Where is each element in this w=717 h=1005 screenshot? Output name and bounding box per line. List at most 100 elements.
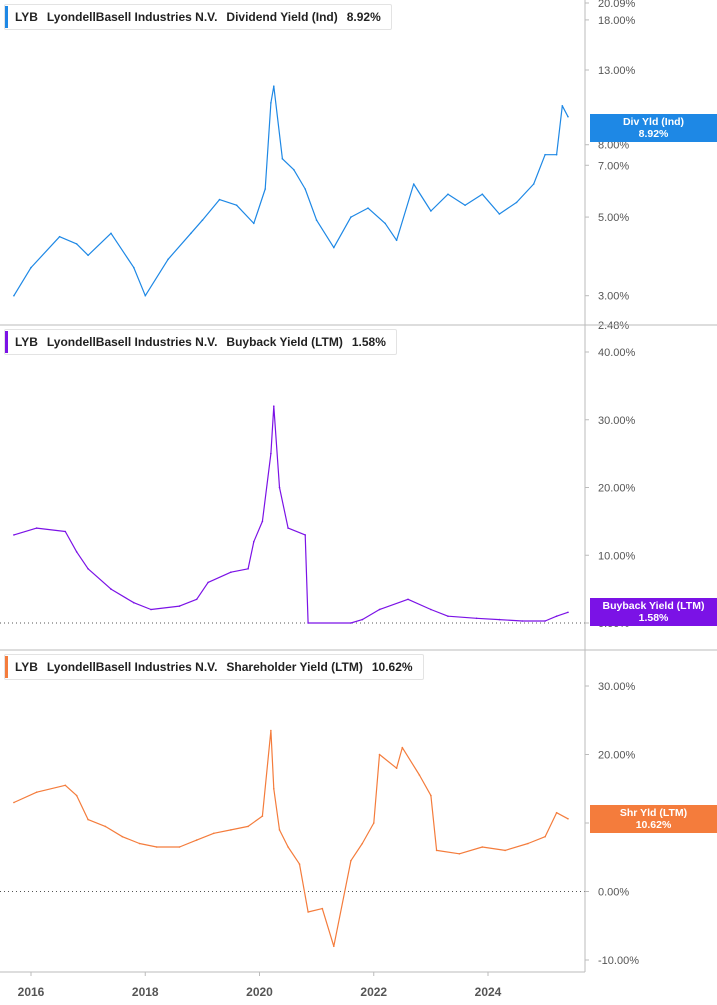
y-tick-label: 7.00% xyxy=(598,160,629,172)
data-point xyxy=(401,746,404,749)
data-point xyxy=(270,452,272,455)
data-point xyxy=(270,102,272,104)
data-point xyxy=(213,832,215,835)
legend-swatch-shareholder-yield xyxy=(5,656,8,678)
data-point xyxy=(281,158,284,160)
data-point xyxy=(278,486,281,489)
data-point xyxy=(373,822,375,824)
data-point xyxy=(167,258,169,261)
data-point xyxy=(498,213,501,215)
data-point xyxy=(464,204,466,206)
y-tick-label: 40.00% xyxy=(598,347,636,359)
data-point xyxy=(515,201,518,204)
data-point xyxy=(544,835,546,838)
data-point xyxy=(384,222,387,225)
data-point xyxy=(307,911,309,913)
data-point xyxy=(498,618,501,621)
data-point xyxy=(270,729,272,732)
data-point xyxy=(567,611,569,614)
data-point xyxy=(304,534,307,536)
data-point xyxy=(521,620,524,622)
data-point xyxy=(133,266,135,269)
tag-label: Div Yld (Ind) xyxy=(622,115,685,128)
tag-value: 8.92% xyxy=(638,127,669,140)
x-tick-label: 2018 xyxy=(132,985,159,999)
data-point xyxy=(144,294,147,297)
data-point xyxy=(378,608,381,611)
data-point xyxy=(361,618,364,621)
last-value-tag-shareholder-yield: Shr Yld (LTM) 10.62% xyxy=(590,804,717,833)
data-point xyxy=(278,829,281,831)
x-tick-label: 2022 xyxy=(360,985,387,999)
data-point xyxy=(13,801,15,804)
data-point xyxy=(350,859,352,862)
y-tick-label: 20.09% xyxy=(598,0,636,10)
data-point xyxy=(110,588,112,590)
data-point xyxy=(218,198,221,201)
data-point xyxy=(321,907,324,910)
data-point xyxy=(430,608,432,611)
legend-company: LyondellBasell Industries N.V. xyxy=(46,10,218,24)
data-point xyxy=(430,210,432,212)
data-point xyxy=(253,222,255,225)
data-point xyxy=(253,540,255,543)
tag-label: Shr Yld (LTM) xyxy=(619,806,688,819)
tag-value: 1.58% xyxy=(638,612,669,625)
data-point xyxy=(435,849,438,852)
data-point xyxy=(555,615,558,617)
y-tick-label: 10.00% xyxy=(598,550,636,562)
legend-buyback-yield: LYB LyondellBasell Industries N.V. Buyba… xyxy=(4,329,397,355)
data-point xyxy=(555,153,558,156)
data-point xyxy=(307,622,309,624)
data-point xyxy=(544,153,546,156)
x-tick-label: 2024 xyxy=(475,985,502,999)
y-tick-label: -10.00% xyxy=(598,955,639,967)
data-point xyxy=(350,622,352,624)
legend-ticker: LYB xyxy=(15,660,38,674)
data-point xyxy=(64,784,67,787)
legend-dividend-yield: LYB LyondellBasell Industries N.V. Divid… xyxy=(4,4,392,30)
data-point xyxy=(178,605,181,607)
series-line-dividend-yield xyxy=(13,85,569,297)
data-point xyxy=(287,527,289,529)
data-point xyxy=(430,794,432,797)
y-tick-label: 20.00% xyxy=(598,750,636,762)
data-point xyxy=(447,615,449,617)
data-point xyxy=(261,520,264,523)
data-point xyxy=(87,568,89,570)
data-point xyxy=(350,216,352,218)
last-value-tag-dividend-yield: Div Yld (Ind) 8.92% xyxy=(590,113,717,142)
y-tick-label: 2.48% xyxy=(598,320,629,332)
data-point xyxy=(481,846,484,848)
data-point xyxy=(561,105,564,107)
data-point xyxy=(64,530,67,533)
data-point xyxy=(504,849,506,852)
legend-company: LyondellBasell Industries N.V. xyxy=(46,660,218,674)
data-point xyxy=(418,774,421,776)
data-point xyxy=(110,232,112,235)
y-tick-label: 0.00% xyxy=(598,887,629,899)
data-point xyxy=(75,243,78,245)
data-point xyxy=(412,183,415,185)
data-point xyxy=(458,853,461,855)
legend-ticker: LYB xyxy=(15,10,38,24)
data-point xyxy=(178,846,181,848)
data-point xyxy=(315,219,318,221)
data-point xyxy=(407,598,409,601)
data-point xyxy=(35,527,38,529)
data-point xyxy=(195,839,198,841)
y-tick-label: 18.00% xyxy=(598,15,636,27)
series-line-shareholder-yield xyxy=(13,729,569,947)
data-point xyxy=(555,811,558,814)
data-point xyxy=(273,85,275,87)
panel-shareholder-yield: 30.00%20.00%10.00%0.00%-10.00% xyxy=(0,681,639,967)
data-point xyxy=(87,254,89,257)
legend-value: 10.62% xyxy=(371,660,413,674)
data-point xyxy=(395,239,398,242)
data-point xyxy=(155,846,158,848)
data-point xyxy=(395,767,398,769)
legend-value: 8.92% xyxy=(346,10,381,24)
data-point xyxy=(235,204,238,206)
x-tick-label: 2020 xyxy=(246,985,273,999)
